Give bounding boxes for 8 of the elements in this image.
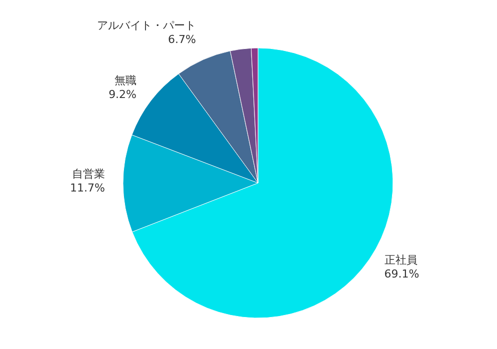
slice-label: 自営業 xyxy=(72,167,105,180)
data-label: 9.2% xyxy=(108,88,137,101)
slice-label: アルバイト・パート xyxy=(96,19,196,32)
slice-label: 無職 xyxy=(114,74,137,87)
data-label: 69.1% xyxy=(384,267,420,280)
data-label: 11.7% xyxy=(70,181,105,194)
data-label: 6.7% xyxy=(168,33,196,46)
slice-label: 正社員 xyxy=(384,253,418,266)
